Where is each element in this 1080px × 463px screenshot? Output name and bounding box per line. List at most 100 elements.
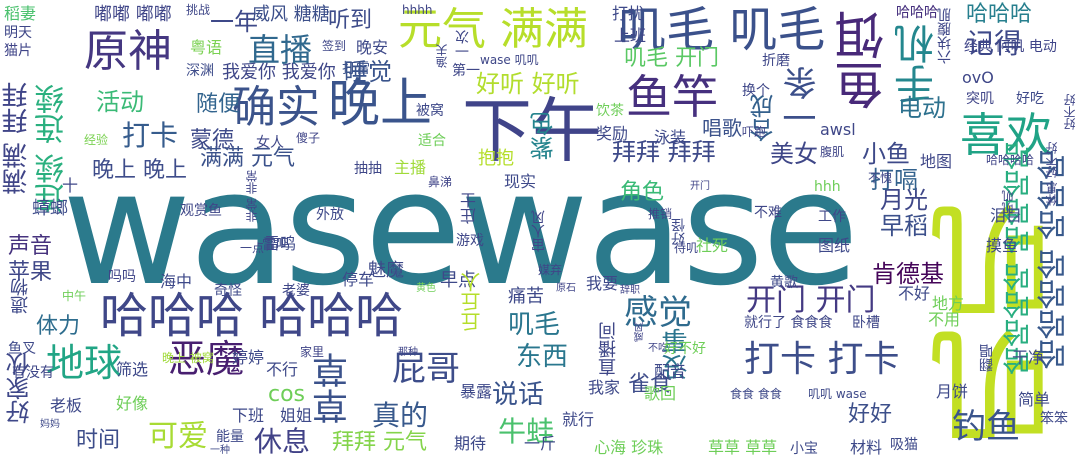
word-29: 满满 拜拜 (2, 82, 32, 195)
word-109: 女人 (256, 135, 284, 151)
word-86: 猫片 (4, 43, 32, 59)
word-178: 翻唱 (979, 344, 995, 372)
word-39: 真的 (372, 399, 429, 432)
word-194: 小宝 (790, 441, 818, 457)
word-93: 换个 (742, 83, 770, 99)
word-21: 开门 开门 (746, 283, 876, 318)
word-80: 深渊 (186, 63, 214, 79)
word-4: 晚上 (328, 74, 433, 134)
word-66: 听到 (328, 8, 373, 33)
word-98: 好不好 (1063, 94, 1077, 130)
word-100: 奖励 (596, 124, 629, 143)
word-182: 我家 (588, 378, 621, 397)
word-147: 媒弃 (538, 263, 563, 277)
word-106: 休息 好不好 (1045, 142, 1059, 206)
word-144: 奇怪 (214, 283, 242, 299)
word-76: 我爱你 我爱你 (222, 62, 336, 83)
word-27: 钓鱼 (952, 407, 1020, 447)
word-92: 饮茶 (596, 103, 624, 119)
word-122: 雷鸣 (264, 234, 297, 253)
word-171: 婷婷 (232, 348, 265, 367)
word-23: 恶魔 (168, 337, 245, 381)
word-78: 晚安 (356, 38, 389, 57)
word-41: 休息 (254, 425, 311, 458)
word-6: 原神 (84, 26, 172, 77)
word-165: 不用 (928, 310, 961, 329)
word-164: 卧槽 (852, 315, 880, 331)
word-36: 说话 (492, 380, 545, 410)
word-153: 不好 (898, 284, 931, 303)
word-112: 抽抽 (354, 161, 382, 177)
word-137: 泪目 (990, 206, 1023, 225)
word-3: 下午 (462, 90, 602, 172)
word-141: 早点 (440, 270, 476, 291)
word-97: 好吃 (1016, 91, 1044, 107)
word-49: 肯德基 (872, 260, 944, 288)
word-200: 妈妈 (40, 419, 60, 430)
word-44: 拜拜 元气 (332, 430, 427, 455)
word-31: 声音 (8, 234, 53, 259)
word-177: 干净 (1012, 348, 1045, 367)
word-47: 打嗝 (870, 166, 918, 194)
word-117: 蟑螂 (32, 198, 68, 219)
word-46: 月光 (880, 186, 928, 214)
word-63: 睡觉 (344, 58, 392, 86)
word-89: 第一 (452, 63, 480, 79)
word-135: 社死 (696, 236, 729, 255)
word-197: 笨笨 (1040, 411, 1068, 427)
word-64: 电动 (898, 94, 946, 122)
word-91: 被窝 (416, 103, 444, 119)
word-127: 不愧 (868, 171, 893, 185)
word-26: 屁哥 (392, 349, 460, 389)
word-129: 推销 (648, 207, 673, 221)
word-59: 活动 (96, 88, 144, 116)
word-45: 好好 (848, 402, 893, 427)
word-111: 主播 (394, 158, 427, 177)
word-168: 有没有 (12, 365, 54, 381)
word-52: 美女 (770, 140, 818, 168)
word-143: 吗吗 (108, 269, 136, 285)
word-14: 喜欢 (960, 108, 1052, 162)
word-187: 姐姐 (280, 406, 313, 425)
word-198: 能量 (216, 429, 244, 445)
word-110: 适合 (418, 133, 446, 149)
word-60: 随便 (196, 92, 241, 117)
word-134: 待叽 (674, 241, 699, 255)
word-84: 稻妻 (4, 4, 37, 23)
word-73: 哈哈哈 (896, 5, 938, 21)
word-43: 时间 (76, 428, 121, 453)
word-131: 不难 (754, 205, 782, 221)
word-88: 渔夫 (435, 44, 449, 68)
word-42: 可爱 (148, 419, 208, 454)
word-11: 手机 (895, 24, 941, 104)
word-77: 粤语 (190, 38, 223, 57)
word-181: 好像 (116, 394, 149, 413)
word-30: 好家伙 (6, 352, 34, 424)
word-96: 突叽 (966, 91, 994, 107)
word-7: 直播 (248, 31, 313, 69)
word-176: 歌回 (644, 384, 677, 403)
word-53: 角色 (620, 180, 665, 205)
word-103: 腹肌 (820, 145, 845, 159)
word-115: 现实 (504, 172, 537, 191)
word-37: 雀食 (628, 372, 673, 397)
word-123: 游戏 (456, 233, 484, 249)
word-34: 叽毛 (508, 310, 561, 340)
word-163: 就行了 食食食 (744, 315, 833, 331)
word-170: 晚上 被窝 (162, 351, 214, 365)
word-156: 中午 (62, 289, 87, 303)
word-113: 抱抱 (478, 148, 514, 169)
word-114: 鼻涕 (428, 175, 453, 189)
word-161: 威风 (635, 322, 646, 342)
word-62: 叽毛 开门 (624, 46, 719, 71)
word-18: 感觉 (624, 293, 692, 333)
word-193: 草草 草草 (708, 438, 778, 457)
word-125: hhh (814, 179, 841, 195)
word-32: 苹果 (8, 260, 53, 285)
word-149: 原石 (556, 283, 576, 294)
word-199: 一种 (210, 445, 230, 456)
word-99: awsl (820, 120, 856, 139)
word-192: 心海 珍珠 (594, 438, 664, 457)
word-90: wase 叽叽 (480, 53, 539, 67)
word-175: 配音 (654, 362, 687, 381)
